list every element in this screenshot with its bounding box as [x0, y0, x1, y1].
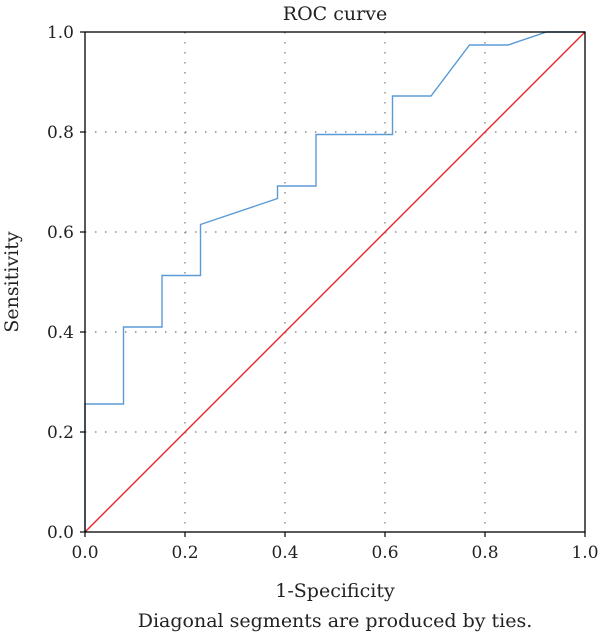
x-tick-label: 0.4 — [271, 543, 298, 563]
y-tick-label: 1.0 — [47, 23, 74, 43]
x-tick-label: 0.6 — [371, 543, 398, 563]
reference-diagonal-line — [84, 31, 586, 533]
x-axis-label: 1-Specificity — [275, 580, 395, 602]
y-tick-label: 0.6 — [47, 223, 74, 243]
series-group — [84, 31, 586, 533]
y-axis-label: Sensitivity — [1, 231, 23, 332]
x-tick-label: 0.2 — [171, 543, 198, 563]
chart-title: ROC curve — [283, 3, 387, 25]
x-axis-ticks: 0.0 0.2 0.4 0.6 0.8 1.0 — [71, 532, 599, 563]
y-axis-ticks: 0.0 0.2 0.4 0.6 0.8 1.0 — [47, 23, 85, 543]
x-tick-label: 0.8 — [471, 543, 498, 563]
y-tick-label: 0.0 — [47, 523, 74, 543]
footnote: Diagonal segments are produced by ties. — [138, 610, 533, 632]
y-tick-label: 0.4 — [47, 323, 74, 343]
x-tick-label: 0.0 — [71, 543, 98, 563]
y-tick-label: 0.2 — [47, 423, 74, 443]
y-tick-label: 0.8 — [47, 123, 74, 143]
x-tick-label: 1.0 — [571, 543, 598, 563]
grid — [85, 32, 585, 532]
plot-frame — [84, 31, 586, 533]
roc-curve-line — [84, 31, 585, 532]
